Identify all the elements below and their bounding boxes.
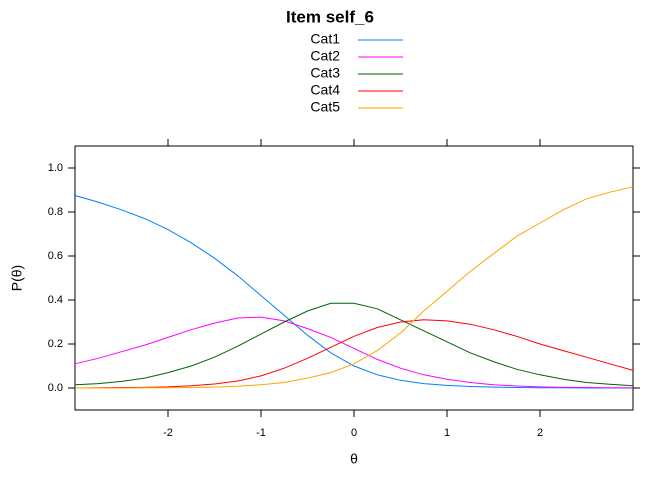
series-line xyxy=(75,186,634,389)
x-tick-label: -2 xyxy=(163,427,173,439)
chart-title: Item self_6 xyxy=(286,7,374,26)
legend-label: Cat4 xyxy=(310,82,340,98)
series-line xyxy=(74,302,634,387)
x-tick-label: 2 xyxy=(537,427,543,439)
y-tick-label: 0.8 xyxy=(48,206,63,218)
series-line xyxy=(74,316,633,389)
legend-label: Cat3 xyxy=(310,65,340,81)
y-axis-label: P(θ) xyxy=(9,265,25,291)
y-tick-label: 1.0 xyxy=(48,162,63,174)
y-tick-label: 0.4 xyxy=(48,294,63,306)
legend-label: Cat1 xyxy=(310,31,340,47)
x-tick-label: 0 xyxy=(351,427,357,439)
plot-frame xyxy=(74,145,634,411)
x-axis-label: θ xyxy=(350,451,358,467)
y-tick-label: 0.2 xyxy=(48,338,63,350)
y-tick-label: 0.6 xyxy=(48,250,63,262)
y-tick-label: 0.0 xyxy=(48,382,63,394)
series-line xyxy=(74,195,633,389)
series-line xyxy=(74,319,634,389)
legend-label: Cat5 xyxy=(310,99,340,115)
x-tick-label: 1 xyxy=(444,427,450,439)
legend-label: Cat2 xyxy=(310,48,340,64)
x-tick-label: -1 xyxy=(256,427,266,439)
